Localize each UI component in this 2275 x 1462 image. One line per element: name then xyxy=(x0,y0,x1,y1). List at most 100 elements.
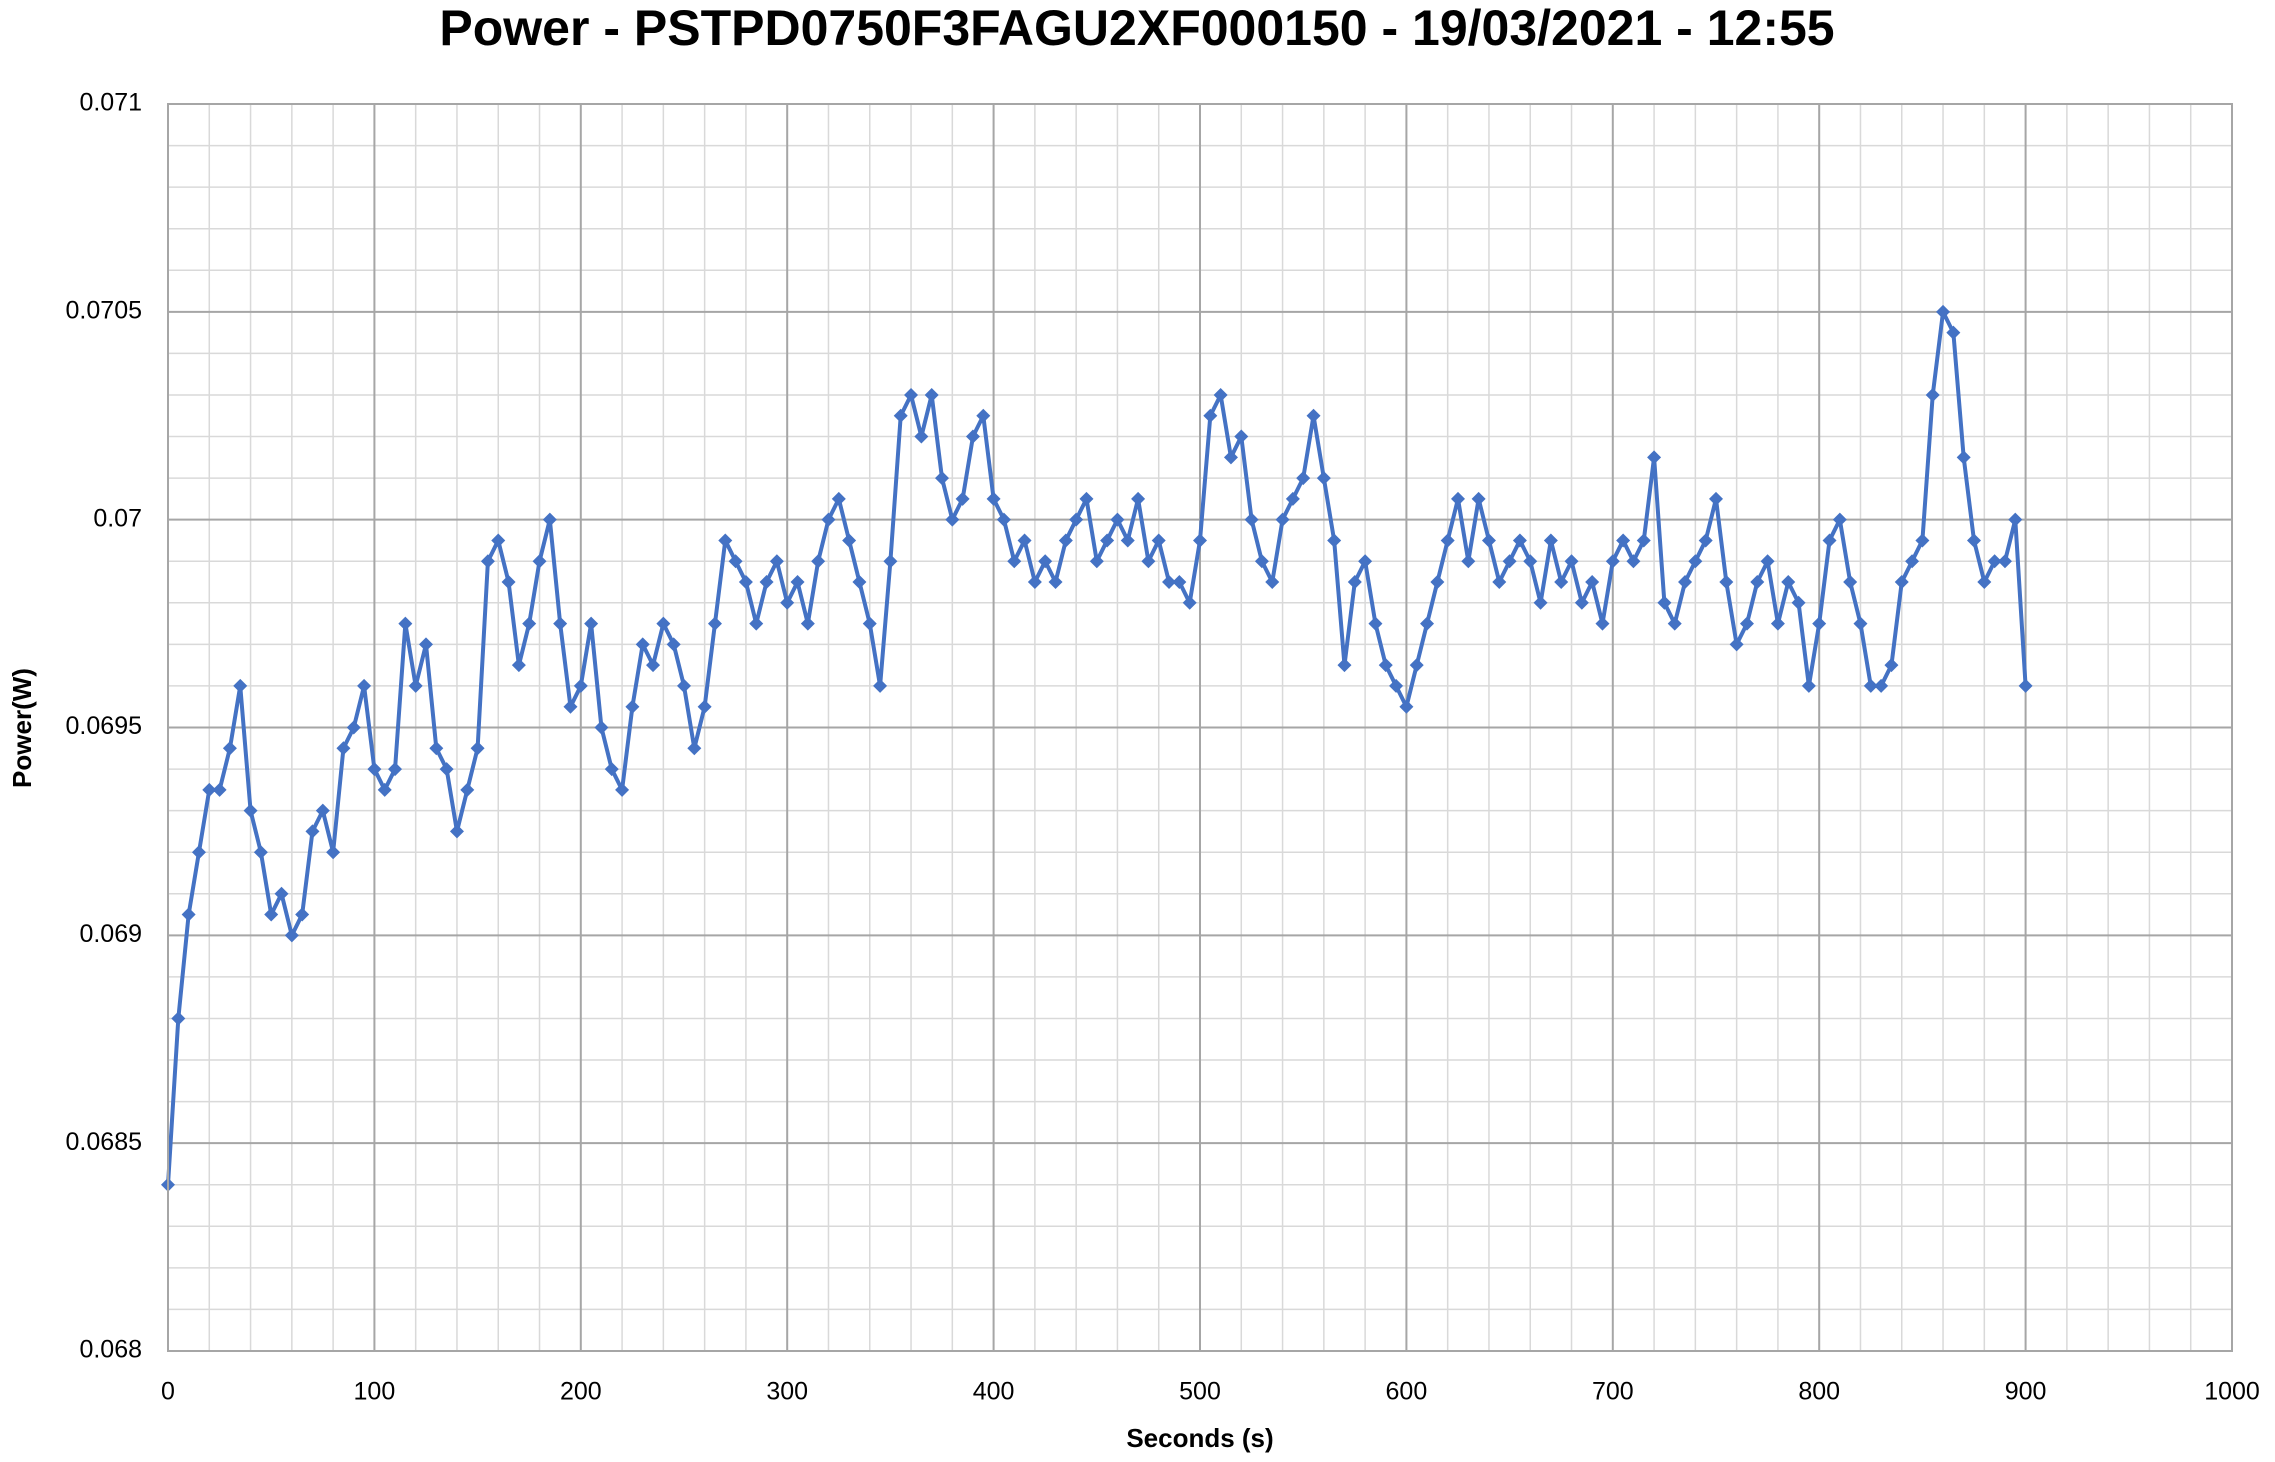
data-point xyxy=(1512,533,1527,548)
data-point xyxy=(1203,408,1218,423)
data-point xyxy=(821,512,836,527)
data-point xyxy=(646,658,661,673)
x-tick-label: 500 xyxy=(1179,1378,1221,1406)
data-point xyxy=(1038,554,1053,569)
data-point xyxy=(945,512,960,527)
data-point xyxy=(738,575,753,590)
data-point xyxy=(1234,429,1249,444)
y-tick-label: 0.0695 xyxy=(66,712,142,740)
data-point xyxy=(656,616,671,631)
data-point xyxy=(1275,512,1290,527)
data-point xyxy=(1946,325,1961,340)
data-point xyxy=(1481,533,1496,548)
data-point xyxy=(1337,658,1352,673)
data-point xyxy=(480,554,495,569)
data-point xyxy=(677,678,691,693)
data-point xyxy=(1760,554,1775,569)
data-point xyxy=(181,907,196,922)
data-point xyxy=(883,554,898,569)
data-point xyxy=(1554,575,1569,590)
data-point xyxy=(419,637,433,652)
data-point xyxy=(1523,554,1538,569)
y-tick-label: 0.0685 xyxy=(66,1128,142,1156)
data-point xyxy=(1440,533,1455,548)
y-tick-label: 0.068 xyxy=(79,1336,142,1364)
data-point xyxy=(1894,575,1909,590)
data-point xyxy=(1698,533,1713,548)
data-point xyxy=(1667,616,1682,631)
data-point xyxy=(388,762,403,777)
data-point xyxy=(501,575,516,590)
data-point xyxy=(1358,554,1373,569)
data-point xyxy=(604,762,619,777)
data-point xyxy=(1915,533,1930,548)
data-point xyxy=(893,408,908,423)
data-point xyxy=(707,616,722,631)
data-point xyxy=(357,678,372,693)
data-point xyxy=(1265,575,1280,590)
data-point xyxy=(1605,554,1620,569)
data-point xyxy=(264,907,279,922)
data-point xyxy=(1770,616,1785,631)
data-point xyxy=(449,824,464,839)
data-point xyxy=(522,616,537,631)
data-point xyxy=(1709,491,1723,506)
data-point xyxy=(1368,616,1383,631)
data-point xyxy=(326,845,341,860)
data-point xyxy=(1997,554,2012,569)
data-point xyxy=(749,616,764,631)
data-point xyxy=(1244,512,1259,527)
data-point xyxy=(914,429,929,444)
data-point xyxy=(625,699,640,714)
data-point xyxy=(222,741,237,756)
data-point xyxy=(315,803,330,818)
data-point xyxy=(429,741,444,756)
data-point xyxy=(769,554,784,569)
x-tick-label: 400 xyxy=(973,1378,1015,1406)
y-tick-label: 0.069 xyxy=(79,920,142,948)
data-point xyxy=(1451,491,1465,506)
data-point xyxy=(594,720,609,735)
series-line xyxy=(166,309,2028,1185)
data-point xyxy=(1801,678,1816,693)
data-point xyxy=(904,387,919,402)
data-point xyxy=(1502,554,1517,569)
data-point xyxy=(1461,554,1476,569)
data-point xyxy=(491,533,506,548)
data-point xyxy=(1306,408,1321,423)
data-point xyxy=(924,387,939,402)
data-point xyxy=(1327,533,1342,548)
data-point xyxy=(1739,616,1754,631)
data-point xyxy=(1347,575,1362,590)
data-point xyxy=(1389,678,1404,693)
data-point xyxy=(1956,450,1971,465)
data-point xyxy=(274,886,289,901)
data-point xyxy=(852,575,867,590)
data-point xyxy=(377,782,392,797)
data-point xyxy=(1182,595,1197,610)
data-point xyxy=(1874,678,1889,693)
data-point xyxy=(780,595,795,610)
data-point xyxy=(635,637,650,652)
data-point xyxy=(1832,512,1847,527)
data-point xyxy=(1781,575,1796,590)
data-point xyxy=(1977,575,1992,590)
data-point xyxy=(1533,595,1548,610)
data-point xyxy=(2008,512,2023,527)
data-point xyxy=(1048,575,1063,590)
data-point xyxy=(1678,575,1693,590)
data-point xyxy=(573,678,588,693)
data-point xyxy=(233,678,248,693)
data-point xyxy=(1905,554,1920,569)
data-point xyxy=(1616,533,1631,548)
data-point xyxy=(1636,533,1651,548)
data-point xyxy=(976,408,991,423)
data-point xyxy=(243,803,258,818)
data-point xyxy=(295,907,310,922)
data-point xyxy=(553,616,568,631)
data-point xyxy=(986,491,1001,506)
y-axis-label: Power(W) xyxy=(7,668,37,788)
data-point xyxy=(1316,471,1331,486)
